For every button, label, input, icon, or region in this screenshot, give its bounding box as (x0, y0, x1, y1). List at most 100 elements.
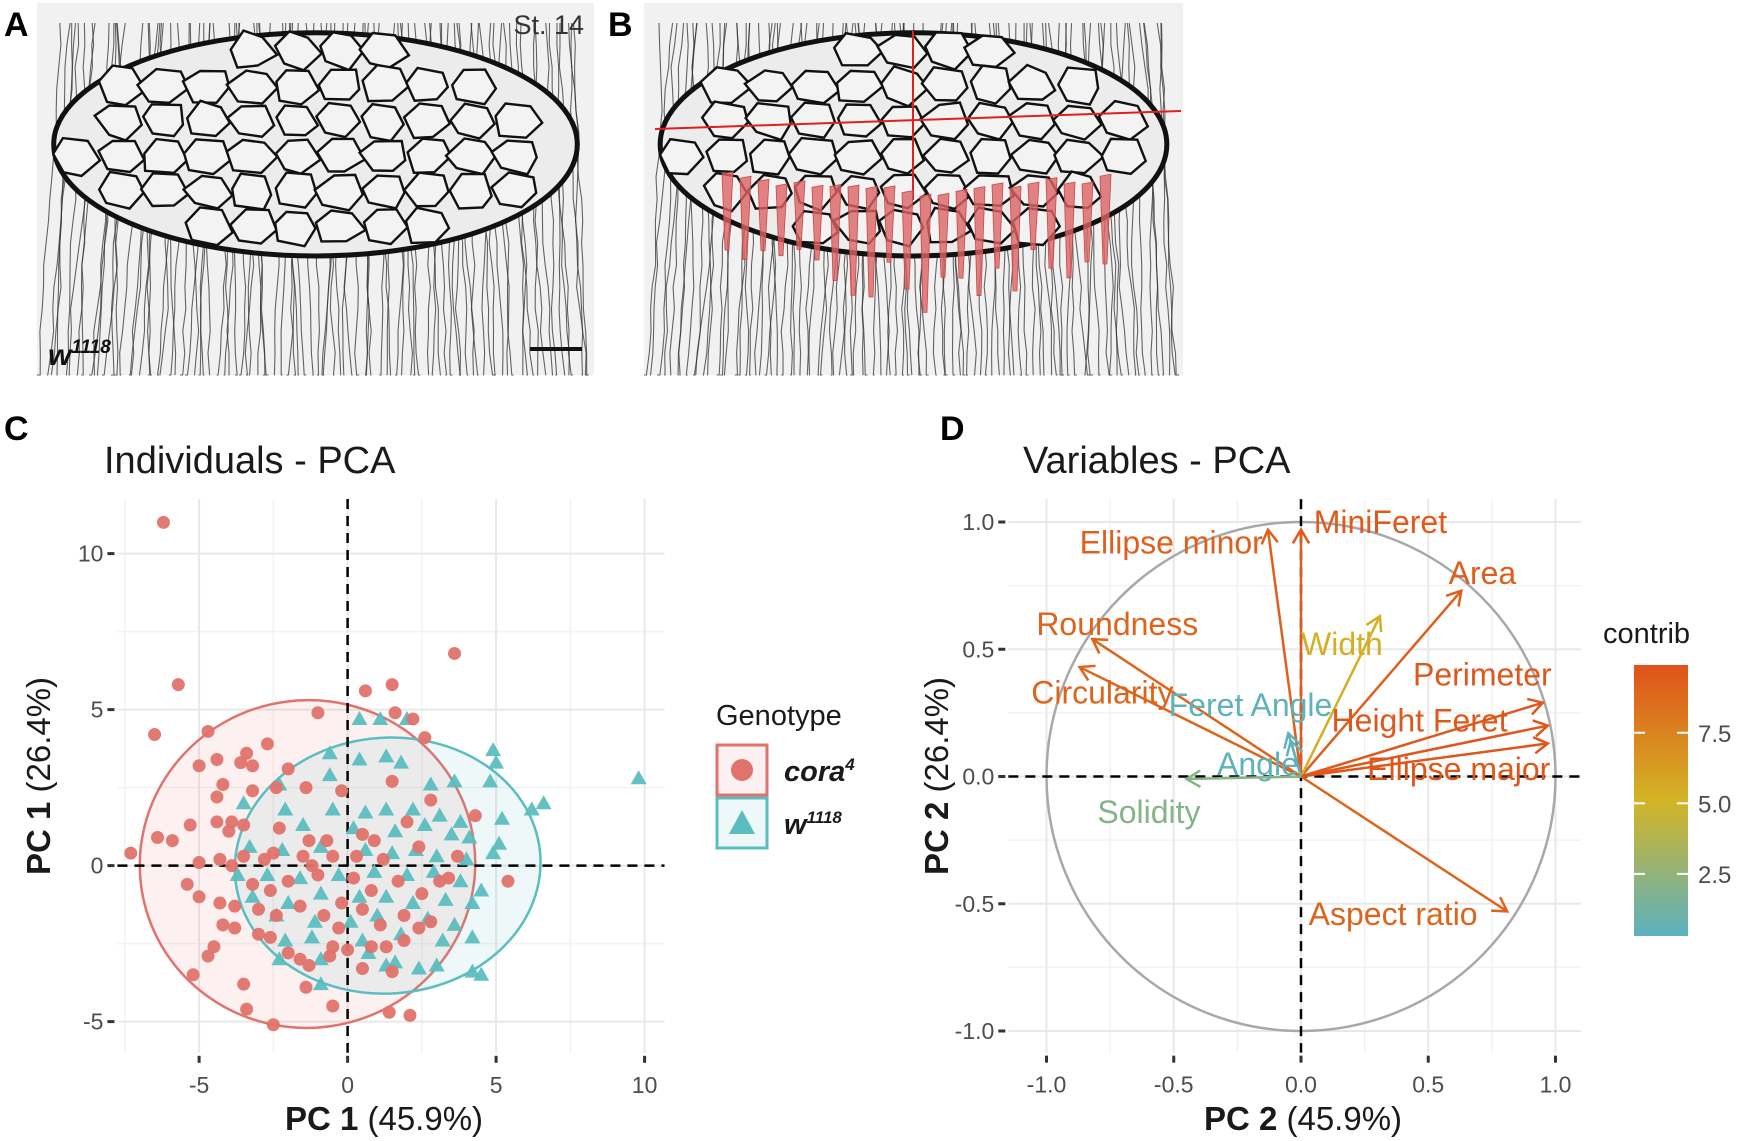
data-point-cora4 (379, 940, 393, 954)
cell-boundary (644, 22, 663, 376)
data-point-w1118 (372, 710, 389, 725)
chart-d-y-axis-label: PC 2 (26.4%) (918, 677, 955, 875)
data-point-w1118 (393, 754, 410, 769)
legend-title: Genotype (716, 700, 842, 732)
variable-label-feret-angle: Feret Angle (1169, 687, 1333, 723)
arrowhead-icon (1291, 527, 1311, 545)
cell-boundary (1160, 22, 1180, 376)
cell-boundary (556, 22, 574, 376)
cell-boundary (664, 22, 689, 376)
data-point-w1118 (404, 801, 421, 816)
data-point-w1118 (416, 817, 433, 832)
loading-arrow-circularity (1079, 665, 1302, 778)
amnioserosa-cell (225, 104, 276, 138)
data-point-cora4 (355, 962, 369, 976)
data-point-cora4 (317, 909, 331, 923)
data-point-cora4 (213, 896, 227, 910)
data-point-cora4 (311, 706, 325, 720)
segmented-cell (775, 183, 788, 257)
data-point-w1118 (473, 966, 490, 981)
cell-boundary (685, 22, 695, 376)
data-point-cora4 (412, 921, 426, 935)
x-tick-label: -0.5 (1154, 1072, 1194, 1098)
data-point-cora4 (124, 846, 138, 860)
data-point-w1118 (366, 863, 383, 878)
data-point-cora4 (299, 980, 313, 994)
panel-label-b: B (608, 6, 633, 44)
data-point-w1118 (473, 882, 490, 897)
arrowhead-icon (1077, 664, 1096, 682)
data-point-cora4 (358, 684, 372, 698)
data-point-cora4 (335, 896, 349, 910)
amnioserosa-cell (449, 102, 497, 140)
cell-boundary (545, 22, 558, 376)
segmented-cell (901, 190, 914, 290)
data-point-w1118 (244, 888, 261, 903)
data-point-cora4 (501, 874, 515, 888)
panel-label-c: C (4, 410, 29, 448)
segmented-cell (937, 192, 950, 278)
segmented-cell (847, 184, 860, 296)
x-tick-label: 0.0 (1285, 1072, 1317, 1098)
amnioserosa-cell (229, 29, 279, 69)
arrowhead-icon (1184, 769, 1202, 788)
cell-boundary (570, 22, 588, 376)
data-point-cora4 (311, 868, 325, 882)
y-tick-label: 0.0 (962, 764, 994, 790)
amnioserosa-cell (97, 170, 146, 210)
amnioserosa-cell (273, 210, 317, 248)
y-tick-label: 1.0 (962, 509, 994, 535)
segmented-cell (973, 186, 986, 297)
data-point-cora4 (269, 781, 283, 795)
cell-boundary (558, 22, 570, 376)
data-point-cora4 (406, 712, 420, 726)
colorbar-gradient (1634, 665, 1688, 936)
data-point-cora4 (296, 849, 310, 863)
data-point-w1118 (241, 838, 258, 853)
amnioserosa-cell (143, 137, 189, 175)
data-point-w1118 (422, 776, 439, 791)
data-point-cora4 (397, 933, 411, 947)
data-point-cora4 (252, 927, 265, 941)
data-point-w1118 (351, 710, 368, 725)
colorbar-title: contrib (1603, 618, 1690, 650)
arrowhead-icon (1285, 738, 1304, 757)
data-point-w1118 (404, 895, 421, 910)
segmented-cell (955, 188, 968, 279)
data-point-w1118 (351, 751, 368, 766)
colorbar-tick-label: 5.0 (1698, 791, 1731, 818)
data-point-cora4 (326, 849, 340, 863)
arrowhead-icon (1526, 697, 1546, 716)
variables-pca-plot: -1.0 -0.5 0.0 0.5 1.0 -1.0 -0.5 0.0 0.5 1.0 MiniFe… (955, 499, 1581, 1098)
data-point-w1118 (292, 870, 309, 885)
data-point-cora4 (266, 846, 280, 860)
data-point-cora4 (412, 840, 426, 854)
loading-arrow-area (1300, 589, 1463, 778)
y-tick-label: -5 (83, 1009, 103, 1035)
amnioserosa-cell (184, 206, 235, 247)
amnioserosa-cell (361, 63, 410, 103)
data-point-w1118 (437, 891, 454, 906)
data-point-cora4 (302, 958, 316, 972)
data-point-cora4 (201, 724, 215, 738)
data-point-w1118 (312, 838, 329, 853)
segmented-cell (829, 183, 842, 282)
amnioserosa-cell (494, 102, 544, 139)
y-tick-label: 10 (78, 541, 104, 567)
data-point-cora4 (341, 943, 355, 957)
data-point-w1118 (277, 801, 294, 816)
data-point-w1118 (425, 863, 442, 878)
data-point-cora4 (415, 887, 429, 901)
data-point-w1118 (494, 810, 511, 825)
data-point-cora4 (225, 859, 239, 873)
amnioserosa-cell (450, 68, 498, 106)
amnioserosa-cell (490, 139, 538, 176)
arrowhead-icon (1532, 736, 1551, 755)
amnioserosa-cell (404, 206, 451, 245)
data-point-w1118 (452, 813, 469, 828)
individuals-pca-plot: -5 0 5 10 -5 0 5 10 (78, 499, 665, 1098)
data-point-w1118 (491, 835, 508, 850)
data-point-cora4 (364, 884, 378, 898)
amnioserosa-cell (448, 172, 493, 210)
cell-boundary (568, 22, 589, 376)
